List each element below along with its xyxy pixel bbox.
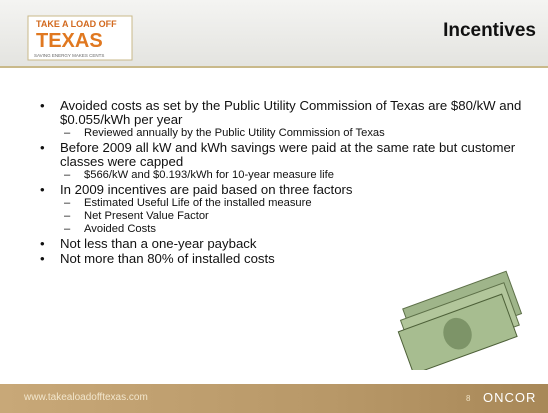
brand-logo: ONCOR: [483, 390, 536, 405]
sub-bullet: Net Present Value Factor: [40, 210, 530, 223]
logo-line2: TEXAS: [36, 30, 103, 52]
bullet: Not less than a one-year payback: [40, 237, 530, 251]
bullet: Not more than 80% of installed costs: [40, 252, 530, 266]
logo: TAKE A LOAD OFF TEXAS SAVING ENERGY MAKE…: [26, 14, 136, 64]
logo-tagline: SAVING ENERGY MAKES CENTS: [34, 53, 104, 58]
money-image: [390, 270, 530, 370]
bullet-list: Avoided costs as set by the Public Utili…: [40, 98, 530, 266]
footer-url: www.takealoadofftexas.com: [24, 392, 148, 403]
logo-line1: TAKE A LOAD OFF: [36, 19, 117, 29]
header: TAKE A LOAD OFF TEXAS SAVING ENERGY MAKE…: [0, 0, 548, 68]
bullet: Before 2009 all kW and kWh savings were …: [40, 141, 530, 169]
sub-bullet: Estimated Useful Life of the installed m…: [40, 197, 530, 210]
bullet: In 2009 incentives are paid based on thr…: [40, 183, 530, 197]
sub-bullet: Avoided Costs: [40, 223, 530, 236]
footer: www.takealoadofftexas.com 8 ONCOR: [0, 384, 548, 413]
page-number: 8: [466, 394, 470, 403]
slide: TAKE A LOAD OFF TEXAS SAVING ENERGY MAKE…: [0, 0, 548, 413]
slide-title: Incentives: [443, 20, 536, 42]
bullet: Avoided costs as set by the Public Utili…: [40, 99, 530, 127]
sub-bullet: Reviewed annually by the Public Utility …: [40, 127, 530, 140]
sub-bullet: $566/kW and $0.193/kWh for 10-year measu…: [40, 169, 530, 182]
